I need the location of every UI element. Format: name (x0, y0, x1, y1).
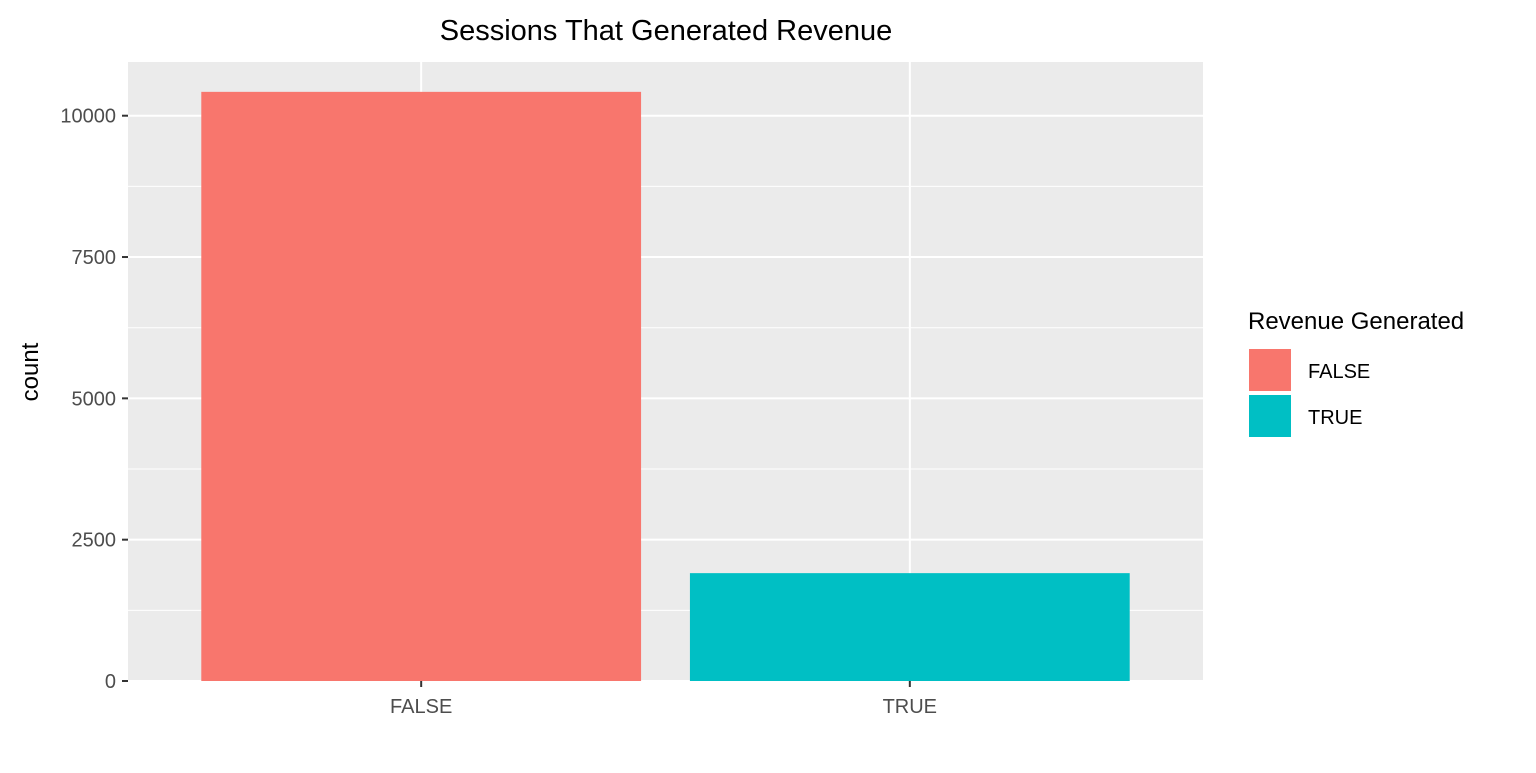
y-tick-label: 2500 (72, 530, 117, 552)
y-tick-label: 0 (105, 671, 116, 693)
y-axis-title: count (17, 342, 44, 401)
bars (201, 91, 1130, 682)
x-tick-label: TRUE (883, 696, 937, 718)
y-tick-label: 7500 (72, 247, 117, 269)
legend: Revenue Generated FALSE TRUE (1248, 308, 1464, 437)
legend-label-true: TRUE (1308, 407, 1362, 429)
legend-label-false: FALSE (1308, 361, 1370, 383)
bar-true (689, 573, 1130, 681)
x-tick-label: FALSE (390, 696, 452, 718)
legend-swatch-true (1249, 395, 1291, 437)
chart-title: Sessions That Generated Revenue (440, 15, 892, 47)
legend-swatch-false (1249, 349, 1291, 391)
y-tick-label: 5000 (72, 388, 117, 410)
y-axis: 0 2500 5000 7500 10000 (60, 106, 128, 693)
bar-false (201, 91, 642, 682)
x-axis: FALSE TRUE (390, 681, 937, 718)
y-tick-label: 10000 (60, 106, 116, 128)
legend-title: Revenue Generated (1248, 308, 1464, 335)
